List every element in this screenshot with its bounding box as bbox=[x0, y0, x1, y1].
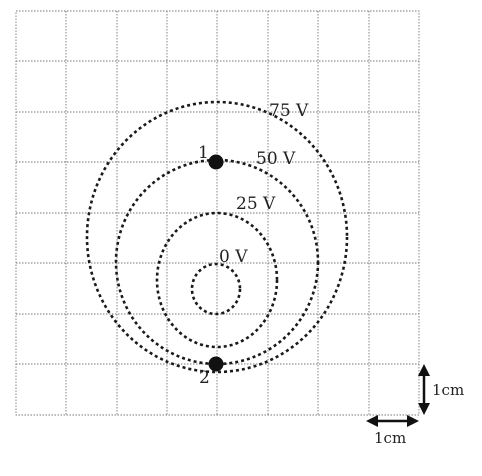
equipotential-25v-curve bbox=[155, 211, 279, 349]
equipotential-50v-curve bbox=[114, 158, 320, 366]
equipotential-0v-curve bbox=[190, 262, 242, 316]
equipotential-75v-curve bbox=[85, 100, 349, 374]
point-1-marker bbox=[208, 154, 224, 170]
equipotential-label-0v: 0 V bbox=[219, 247, 248, 267]
grid bbox=[15, 10, 420, 416]
horizontal-scale-arrow bbox=[366, 415, 419, 427]
equipotential-label-25v: 25 V bbox=[236, 194, 276, 214]
point-1-label: 1 bbox=[198, 143, 209, 163]
grid-border bbox=[15, 10, 420, 416]
equipotential-label-75v: 75 V bbox=[269, 101, 309, 121]
point-2-marker bbox=[208, 356, 224, 372]
vertical-scale-arrow bbox=[418, 364, 430, 415]
point-2-label: 2 bbox=[199, 368, 210, 388]
equipotential-label-50v: 50 V bbox=[256, 149, 296, 169]
horizontal-scale-label: 1cm bbox=[374, 429, 406, 447]
vertical-scale-label: 1cm bbox=[432, 381, 464, 399]
